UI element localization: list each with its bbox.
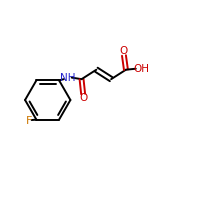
Text: NH: NH — [60, 73, 75, 83]
Text: OH: OH — [133, 64, 149, 74]
Text: F: F — [26, 116, 32, 126]
Text: O: O — [120, 46, 128, 56]
Text: O: O — [79, 93, 87, 103]
